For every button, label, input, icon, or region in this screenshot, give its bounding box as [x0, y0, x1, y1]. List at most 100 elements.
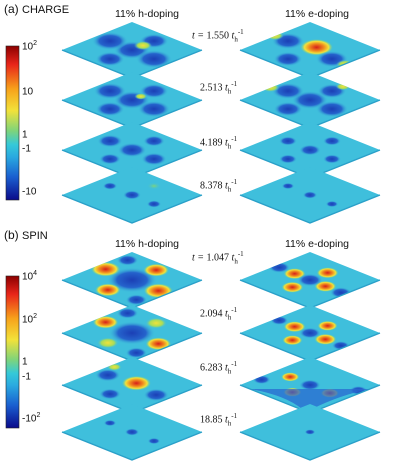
charge-panel-letter: (a) — [4, 2, 19, 16]
surface-feature-dark — [323, 136, 341, 146]
surface-feature-dark — [315, 100, 349, 118]
surface-feature-dark — [136, 50, 172, 68]
surface-feature-yellow — [97, 337, 119, 349]
surface-feature-red — [121, 376, 151, 391]
surface-feature-dark — [103, 419, 117, 427]
charge-time-4: 8.378 th-1 — [200, 178, 238, 194]
surface-feature-red — [281, 372, 300, 382]
surface-feature-dark — [95, 368, 121, 382]
surface-feature-red — [314, 333, 337, 345]
surface-feature-dark — [97, 134, 123, 148]
charge-cb-tick-2: 10 — [22, 86, 34, 98]
charge-col-right-heading: 11% e-doping — [284, 8, 350, 20]
surface-feature-dark — [268, 262, 291, 273]
charge-panel-label: (a) CHARGE — [4, 2, 69, 16]
surface-feature-dark — [139, 83, 169, 99]
surface-feature-dark — [124, 428, 140, 436]
surface-feature-yellow — [107, 363, 122, 371]
surface-feature-dark — [95, 51, 125, 67]
surface-feature-red — [95, 283, 121, 297]
surface-edge — [239, 431, 381, 461]
surface-feature-red — [91, 262, 120, 277]
spin-panel-label: (b) SPIN — [4, 228, 48, 242]
surface-feature-red — [144, 283, 173, 298]
charge-time-2: 2.513 th-1 — [200, 80, 238, 96]
surface-feature-dark — [252, 375, 271, 385]
surface-feature-dark — [95, 101, 125, 117]
surface-feature-yellow — [134, 93, 148, 100]
surface-feature-dark — [116, 307, 139, 319]
surface-feature-red — [93, 315, 119, 329]
spin-row-2-edoping — [239, 305, 381, 362]
charge-row-2-hdoping — [61, 72, 203, 129]
charge-panel-word: CHARGE — [22, 4, 70, 16]
charge-row-1-hdoping — [61, 22, 203, 79]
surface-feature-red — [300, 39, 333, 56]
surface-feature-dark — [279, 154, 297, 164]
surface-feature-dark — [271, 82, 305, 100]
charge-cb-tick-3: 1 — [22, 129, 28, 141]
spin-panel-word: SPIN — [22, 230, 48, 242]
spin-row-3-hdoping — [61, 357, 203, 414]
surface-feature-dark — [143, 135, 165, 147]
surface-feature-dark — [304, 429, 316, 435]
surface-feature-dark — [92, 32, 128, 50]
spin-cb-tick-1: 104 — [22, 270, 38, 283]
surface-feature-dark — [299, 144, 321, 156]
surface-edge — [61, 431, 203, 461]
surface-feature-dark — [125, 347, 148, 359]
surface-feature-green — [146, 182, 162, 190]
surface-feature-dark — [117, 142, 147, 158]
surface-feature-dark — [125, 294, 148, 306]
spin-col-left-heading: 11% h-doping — [114, 238, 180, 250]
surface-feature-dark — [302, 191, 318, 199]
surface-feature-dark — [99, 388, 121, 400]
surface-feature-yellow — [134, 41, 152, 50]
surface-feature-dark — [279, 136, 297, 146]
surface-feature-dark — [273, 51, 303, 67]
spin-row-1-edoping — [239, 252, 381, 309]
spin-row-4-hdoping — [61, 404, 203, 461]
surface-feature-yellow — [145, 317, 167, 329]
surface-feature-dark — [108, 321, 156, 345]
surface-edge — [61, 194, 203, 224]
spin-cb-tick-5: -102 — [22, 412, 41, 425]
spin-row-3-edoping — [239, 357, 381, 423]
surface-edge — [239, 194, 381, 224]
charge-time-3: 4.189 th-1 — [200, 135, 238, 151]
surface-feature-dark — [102, 182, 118, 190]
surface-feature-red — [316, 267, 339, 279]
spin-time-3: 6.283 th-1 — [200, 360, 238, 376]
surface-feature-dark — [93, 82, 127, 100]
surface-feature-dark — [297, 273, 323, 287]
surface-feature-dark — [99, 153, 121, 165]
spin-col-right-heading: 11% e-doping — [284, 238, 350, 250]
spin-colorbar — [5, 275, 20, 429]
spin-time-2: 2.094 th-1 — [200, 306, 238, 322]
surface-feature-red — [282, 335, 303, 346]
charge-colorbar — [5, 45, 20, 201]
surface-feature-yellow — [261, 82, 280, 92]
spin-time-1: t = 1.047 th-1 — [192, 250, 244, 266]
surface-feature-red — [317, 320, 338, 331]
surface-feature-dark — [273, 101, 303, 117]
charge-row-1-edoping — [239, 22, 381, 79]
surface-plots — [61, 22, 381, 461]
surface-feature-red — [145, 337, 171, 351]
charge-row-3-hdoping — [61, 122, 203, 179]
surface-feature-dark — [116, 254, 139, 266]
charge-row-4-hdoping — [61, 167, 203, 224]
charge-cb-tick-1: 102 — [22, 40, 38, 53]
surface-feature-yellow — [265, 31, 284, 41]
surface-feature-dark — [141, 152, 167, 166]
surface-feature-dark — [147, 437, 161, 445]
charge-cb-tick-4: -1 — [22, 143, 31, 155]
surface-feature-yellow — [335, 82, 351, 91]
surface-feature-dark — [146, 200, 162, 208]
surface-feature-dark — [106, 267, 158, 293]
surface-feature-dark — [281, 182, 295, 190]
spin-row-2-hdoping — [61, 305, 203, 362]
charge-cb-tick-5: -10 — [22, 186, 37, 198]
surface-feature-dark — [123, 190, 141, 200]
